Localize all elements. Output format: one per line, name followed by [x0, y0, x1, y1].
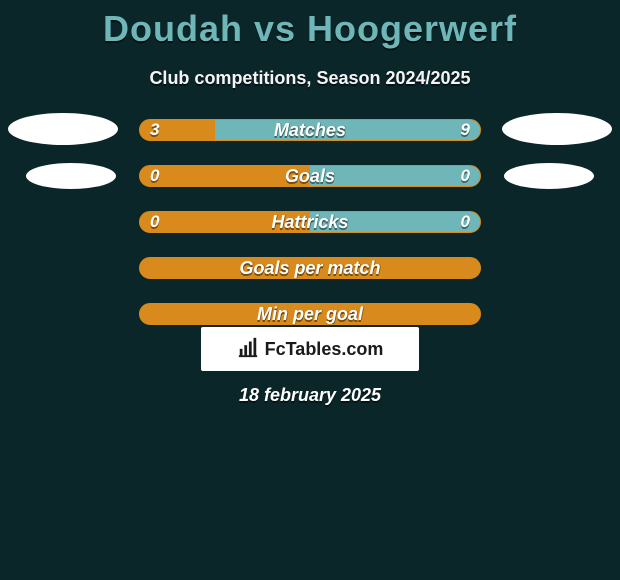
logo-text: FcTables.com — [265, 339, 384, 360]
logo-badge: FcTables.com — [201, 327, 419, 371]
stat-bar: Min per goal — [139, 303, 481, 325]
stat-bar-left-fill — [140, 212, 310, 232]
comparison-row: 00Hattricks — [0, 211, 620, 233]
comparison-row: 00Goals — [0, 165, 620, 187]
comparison-row: 39Matches — [0, 119, 620, 141]
stat-bar-left-fill — [140, 304, 480, 324]
stat-bar-right-fill — [310, 166, 480, 186]
comparison-chart: 39Matches 00Goals 00Hattricks Goals per mat… — [0, 119, 620, 325]
player-right-marker — [504, 163, 594, 189]
bar-chart-icon — [237, 336, 259, 363]
stat-bar: Goals per match — [139, 257, 481, 279]
stat-bar-left-fill — [140, 120, 215, 140]
stat-bar-left-fill — [140, 166, 310, 186]
player-left-marker — [8, 113, 118, 145]
page-subtitle: Club competitions, Season 2024/2025 — [0, 68, 620, 89]
stat-bar: 00Goals — [139, 165, 481, 187]
stat-bar-right-fill — [215, 120, 480, 140]
stat-bar-right-fill — [310, 212, 480, 232]
stat-bar: 39Matches — [139, 119, 481, 141]
stat-bar: 00Hattricks — [139, 211, 481, 233]
player-left-marker — [26, 163, 116, 189]
stat-bar-left-fill — [140, 258, 480, 278]
comparison-row: Min per goal — [0, 303, 620, 325]
page-title: Doudah vs Hoogerwerf — [0, 0, 620, 50]
comparison-row: Goals per match — [0, 257, 620, 279]
player-right-marker — [502, 113, 612, 145]
chart-date: 18 february 2025 — [239, 385, 381, 406]
